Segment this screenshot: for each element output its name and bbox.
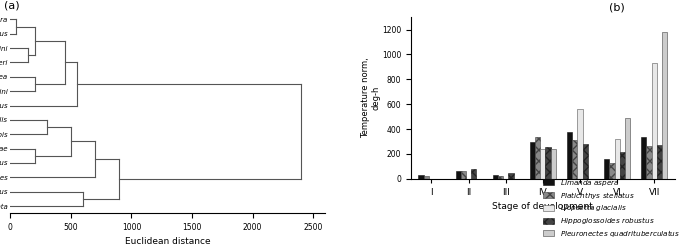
Bar xyxy=(641,136,647,179)
Bar xyxy=(493,175,498,179)
Bar xyxy=(551,149,556,179)
Bar xyxy=(530,142,535,179)
Bar xyxy=(498,176,503,179)
X-axis label: Stage of development: Stage of development xyxy=(493,202,593,211)
Text: (b): (b) xyxy=(609,2,625,12)
Bar xyxy=(508,173,514,179)
Bar xyxy=(535,136,540,179)
Bar xyxy=(419,175,423,179)
Bar xyxy=(572,140,577,179)
Bar xyxy=(610,163,614,179)
Bar xyxy=(662,32,667,179)
Bar xyxy=(625,118,630,179)
Bar xyxy=(614,139,620,179)
Bar xyxy=(461,172,466,179)
Bar xyxy=(577,109,583,179)
Bar xyxy=(620,152,625,179)
Bar xyxy=(456,172,461,179)
Legend: $\it{Limanda\ aspera}$, $\it{Platichthys\ stellatus}$, $\it{Liopsetta\ glacialis: $\it{Limanda\ aspera}$, $\it{Platichthys… xyxy=(543,178,680,239)
Bar xyxy=(604,159,610,179)
Text: (a): (a) xyxy=(4,0,20,10)
Y-axis label: Temperature norm,
deg-h: Temperature norm, deg-h xyxy=(361,58,380,138)
Bar xyxy=(423,176,429,179)
X-axis label: Euclidean distance: Euclidean distance xyxy=(125,237,211,245)
Bar xyxy=(651,63,657,179)
Bar xyxy=(657,145,662,179)
Bar xyxy=(567,132,572,179)
Bar xyxy=(647,146,651,179)
Bar xyxy=(583,144,588,179)
Bar xyxy=(540,149,545,179)
Bar xyxy=(545,147,551,179)
Bar xyxy=(471,169,476,179)
